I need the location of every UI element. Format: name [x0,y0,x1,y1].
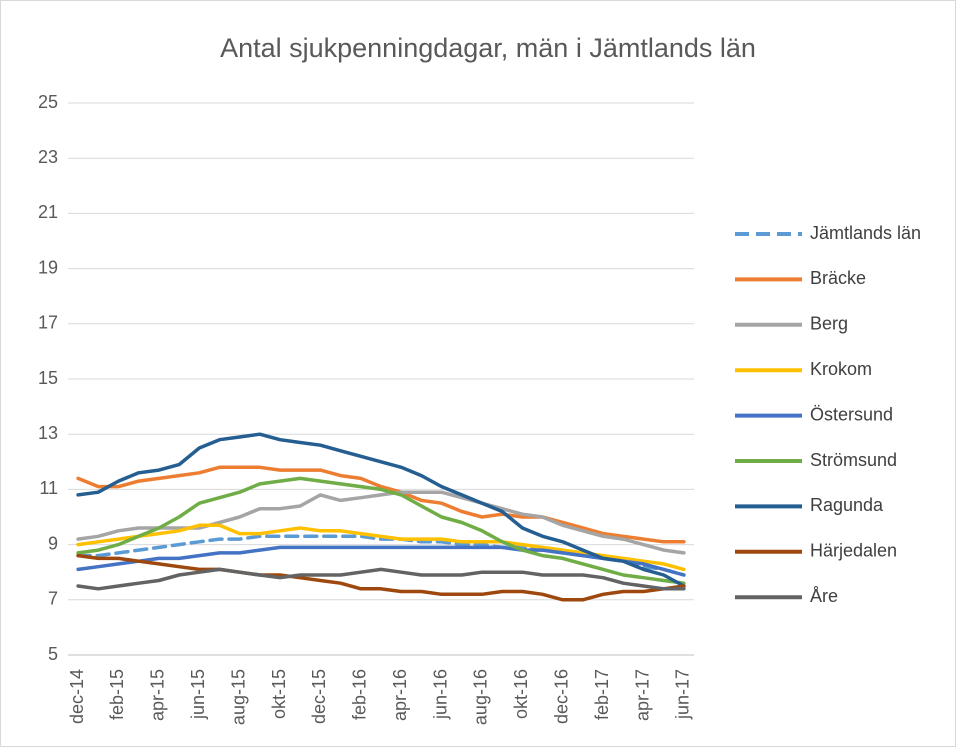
x-tick-label: feb-17 [592,669,612,720]
x-tick-label: dec-15 [309,669,329,724]
legend-label: Berg [810,314,848,334]
y-tick-label: 5 [48,644,58,664]
series-line [76,553,686,602]
y-tick-label: 15 [38,368,58,388]
y-tick-label: 17 [38,313,58,333]
y-tick-label: 9 [48,533,58,553]
y-tick-label: 19 [38,257,58,277]
x-tick-label: feb-15 [107,669,127,720]
y-tick-label: 23 [38,147,58,167]
y-tick-label: 7 [48,589,58,609]
legend-label: Bräcke [810,268,866,288]
series-line [76,567,686,591]
x-tick-label: okt-16 [511,669,531,719]
series-line [76,432,686,588]
x-tick-label: jun-15 [188,669,208,720]
x-tick-label: dec-16 [551,669,571,724]
x-tick-label: apr-15 [148,669,168,721]
series-line [76,523,686,572]
y-tick-label: 25 [38,92,58,112]
series-line [76,465,686,544]
x-tick-label: feb-16 [350,669,370,720]
x-tick-label: aug-16 [471,669,491,725]
x-tick-label: jun-17 [673,669,693,720]
legend-label: Strömsund [810,450,897,470]
y-tick-label: 21 [38,202,58,222]
legend-label: Åre [810,586,838,606]
series-line [76,476,686,585]
legend-label: Jämtlands län [810,223,921,243]
series-line [76,545,686,577]
y-tick-label: 13 [38,423,58,443]
x-tick-label: apr-16 [390,669,410,721]
legend-label: Ragunda [810,495,884,515]
legend-label: Härjedalen [810,541,897,561]
x-tick-label: aug-15 [228,669,248,725]
chart-title: Antal sjukpenningdagar, män i Jämtlands … [220,33,756,63]
x-tick-label: dec-14 [67,669,87,724]
legend-label: Krokom [810,359,872,379]
legend-label: Östersund [810,404,893,424]
x-tick-label: jun-16 [430,669,450,720]
x-tick-label: apr-17 [632,669,652,721]
x-tick-label: okt-15 [269,669,289,719]
y-tick-label: 11 [39,478,58,498]
series-line [76,490,686,555]
